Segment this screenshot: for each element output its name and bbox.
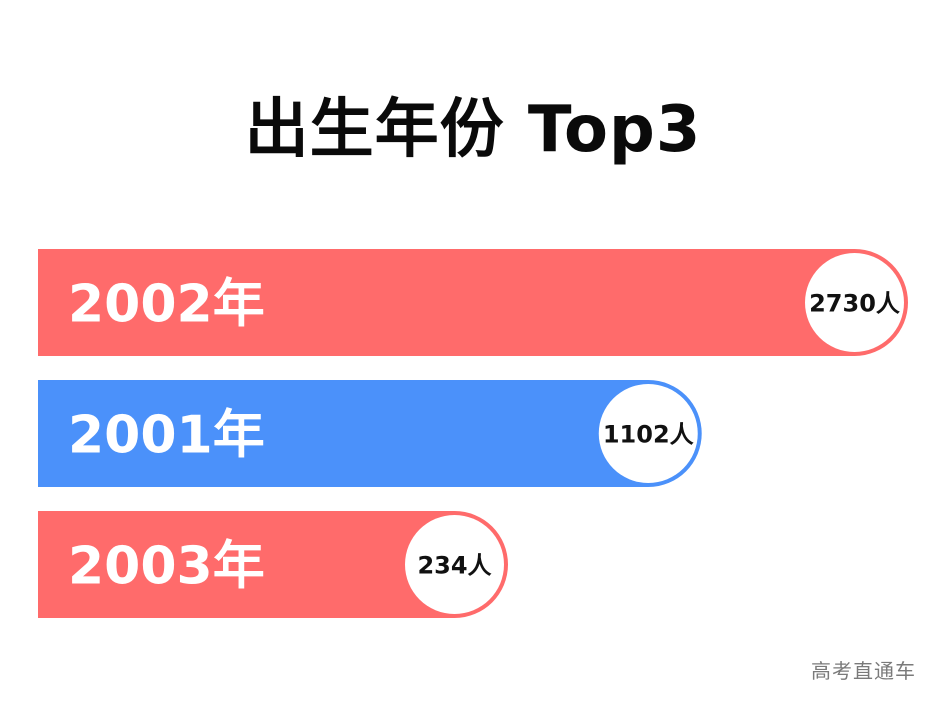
data-label: 234人	[417, 552, 491, 580]
bar	[38, 249, 908, 356]
bar	[38, 511, 508, 618]
chart-title: 出生年份 Top3	[244, 93, 702, 167]
data-label: 1102人	[603, 421, 694, 449]
watermark: 高考直通车	[811, 659, 916, 683]
bar-group-1: 2002年 2730人	[38, 249, 908, 356]
bar-group-2: 2001年 1102人	[38, 380, 702, 487]
category-label: 2001年	[68, 406, 265, 466]
data-label: 2730人	[809, 290, 900, 318]
value-circle	[598, 384, 698, 483]
category-label: 2002年	[68, 275, 265, 335]
value-circle	[805, 253, 904, 352]
category-label: 2003年	[68, 537, 265, 597]
bar-group-3: 2003年 234人	[38, 511, 508, 618]
bar	[38, 380, 702, 487]
value-circle	[405, 515, 504, 614]
